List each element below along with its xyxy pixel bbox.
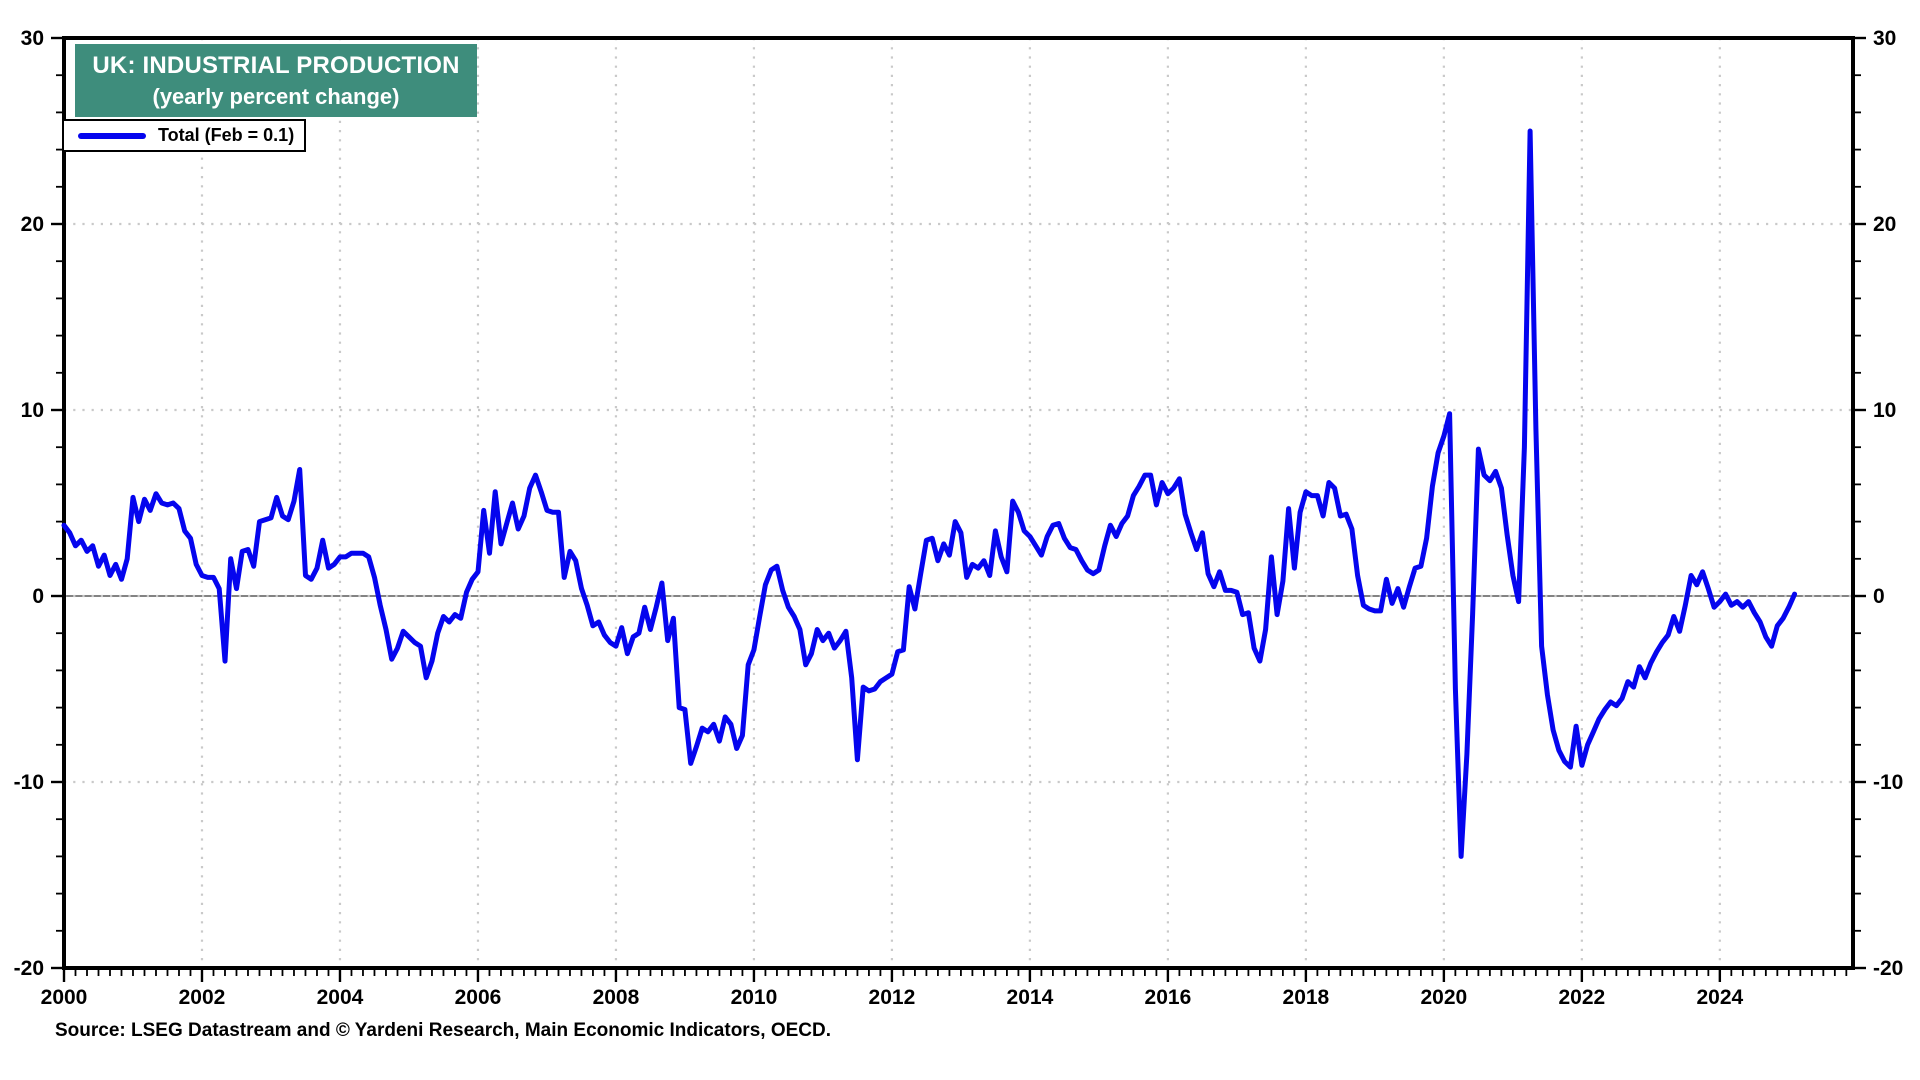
x-axis-tick-label: 2018 <box>1283 986 1330 1009</box>
x-axis-tick-label: 2022 <box>1558 986 1605 1009</box>
y-axis-tick-label-left: -20 <box>14 957 44 980</box>
x-axis-tick-label: 2016 <box>1145 986 1192 1009</box>
y-axis-tick-label-left: 10 <box>21 399 44 422</box>
legend: Total (Feb = 0.1) <box>62 119 306 152</box>
x-axis-tick-label: 2010 <box>731 986 778 1009</box>
y-axis-tick-label-right: 20 <box>1873 213 1896 236</box>
y-axis-tick-label-right: 0 <box>1873 585 1885 608</box>
y-axis-tick-label-left: 0 <box>32 585 44 608</box>
gridlines <box>62 36 1855 970</box>
y-axis-tick-label-right: 10 <box>1873 399 1896 422</box>
axis-ticks <box>51 36 1866 982</box>
x-axis-tick-label: 2002 <box>179 986 226 1009</box>
x-axis-tick-label: 2008 <box>593 986 640 1009</box>
chart-title-box: UK: INDUSTRIAL PRODUCTION (yearly percen… <box>75 44 477 117</box>
series <box>61 128 1798 859</box>
x-axis-tick-label: 2014 <box>1007 986 1054 1009</box>
legend-line-swatch <box>78 132 146 139</box>
x-axis-tick-label: 2024 <box>1696 986 1743 1009</box>
y-axis-tick-label-left: -10 <box>14 771 44 794</box>
y-axis-tick-label-right: -10 <box>1873 771 1903 794</box>
legend-label: Total (Feb = 0.1) <box>158 125 295 145</box>
x-axis-tick-label: 2006 <box>455 986 502 1009</box>
x-axis-tick-label: 2020 <box>1421 986 1468 1009</box>
y-axis-tick-label-left: 20 <box>21 213 44 236</box>
y-axis-tick-label-right: 30 <box>1873 27 1896 50</box>
total-series-line <box>61 128 1798 859</box>
x-axis-tick-label: 2004 <box>317 986 364 1009</box>
chart-subtitle: (yearly percent change) <box>152 83 400 109</box>
x-axis-tick-label: 2012 <box>869 986 916 1009</box>
x-axis-tick-label: 2000 <box>41 986 88 1009</box>
source-note: Source: LSEG Datastream and © Yardeni Re… <box>55 1020 831 1041</box>
y-axis-tick-label-left: 30 <box>21 27 44 50</box>
y-axis-tick-label-right: -20 <box>1873 957 1903 980</box>
plot-frame <box>62 36 1855 970</box>
chart-title: UK: INDUSTRIAL PRODUCTION <box>92 52 460 80</box>
